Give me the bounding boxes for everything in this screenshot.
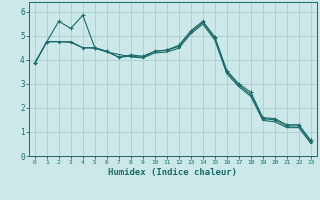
X-axis label: Humidex (Indice chaleur): Humidex (Indice chaleur) [108, 168, 237, 177]
